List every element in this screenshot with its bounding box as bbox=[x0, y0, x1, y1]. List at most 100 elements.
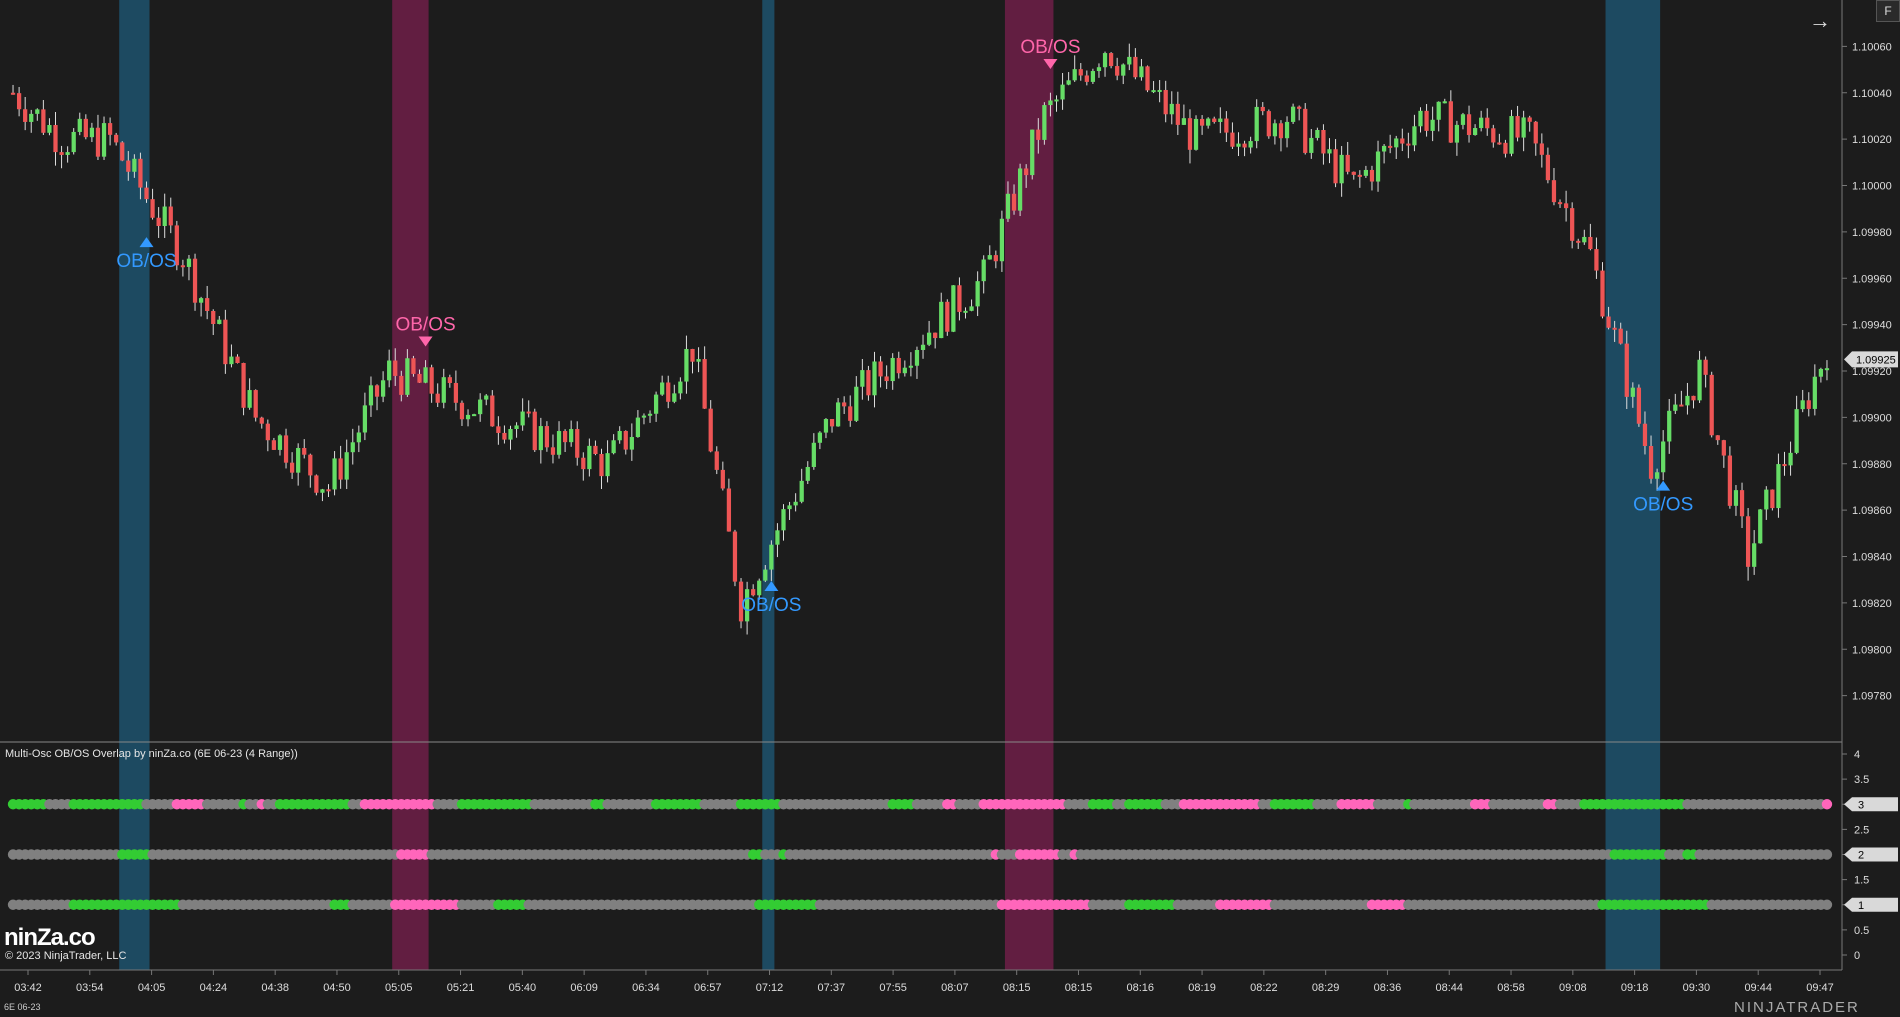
bear-candle bbox=[1242, 143, 1247, 148]
bear-candle bbox=[1624, 343, 1629, 397]
bear-candle bbox=[205, 298, 210, 311]
bear-candle bbox=[211, 310, 216, 324]
bear-candle bbox=[1036, 129, 1041, 140]
bull-candle bbox=[787, 505, 792, 510]
bull-candle bbox=[1479, 117, 1484, 129]
x-tick-label: 08:36 bbox=[1374, 982, 1402, 994]
bull-candle bbox=[1193, 118, 1199, 150]
bull-candle bbox=[769, 544, 774, 570]
bull-candle bbox=[1818, 368, 1824, 377]
bear-candle bbox=[253, 390, 258, 418]
bear-candle bbox=[1557, 202, 1563, 205]
bull-candle bbox=[1290, 106, 1296, 122]
bear-candle bbox=[1230, 132, 1235, 147]
bear-candle bbox=[1782, 464, 1787, 467]
osc-current-marker bbox=[1844, 847, 1898, 862]
bull-candle bbox=[1685, 395, 1690, 406]
bear-candle bbox=[241, 363, 246, 408]
bear-candle bbox=[708, 408, 713, 452]
bear-candle bbox=[1303, 108, 1308, 153]
x-tick-label: 08:19 bbox=[1188, 982, 1216, 994]
bull-candle bbox=[660, 382, 665, 395]
bear-candle bbox=[1345, 154, 1350, 172]
bull-candle bbox=[1812, 376, 1817, 409]
bull-candle bbox=[775, 530, 780, 545]
x-tick-label: 04:50 bbox=[323, 982, 351, 994]
bear-candle bbox=[957, 285, 962, 312]
bear-candle bbox=[338, 458, 343, 480]
bull-candle bbox=[1206, 118, 1211, 126]
bull-candle bbox=[320, 489, 325, 493]
bull-candle bbox=[914, 349, 920, 366]
bull-candle bbox=[641, 415, 647, 418]
bull-candle bbox=[77, 118, 82, 132]
down-triangle-icon bbox=[1043, 58, 1058, 69]
x-tick-label: 07:12 bbox=[756, 982, 784, 994]
bear-candle bbox=[259, 417, 264, 424]
bear-candle bbox=[1600, 270, 1605, 317]
bear-candle bbox=[447, 377, 452, 383]
bear-candle bbox=[550, 447, 556, 455]
bull-candle bbox=[672, 393, 677, 402]
bull-candle bbox=[1169, 103, 1174, 115]
bull-candle bbox=[793, 501, 798, 506]
bull-candle bbox=[908, 365, 914, 368]
bull-candle bbox=[1248, 141, 1253, 148]
f-button[interactable]: F bbox=[1876, 0, 1900, 22]
bear-candle bbox=[374, 385, 380, 397]
bull-candle bbox=[1442, 101, 1447, 104]
bear-candle bbox=[1606, 316, 1611, 328]
bear-candle bbox=[1727, 455, 1733, 506]
bull-candle bbox=[999, 218, 1005, 262]
bull-candle bbox=[65, 152, 70, 155]
bull-candle bbox=[1017, 168, 1023, 211]
bull-candle bbox=[1272, 123, 1278, 137]
obos-label: OB/OS bbox=[116, 251, 176, 272]
obos-label: OB/OS bbox=[1020, 37, 1080, 58]
bull-candle bbox=[1363, 169, 1369, 176]
osc-current-label: 3 bbox=[1858, 799, 1864, 811]
bull-candle bbox=[1752, 543, 1757, 567]
bull-candle bbox=[696, 359, 701, 362]
y-tick-label: 1.09960 bbox=[1852, 273, 1892, 285]
y-tick-label: 1.09940 bbox=[1852, 320, 1892, 332]
ninjatrader-brand: NINJATRADER bbox=[1734, 999, 1860, 1016]
bear-candle bbox=[95, 127, 101, 157]
bull-candle bbox=[387, 360, 392, 381]
highlight-band bbox=[762, 0, 775, 970]
x-tick-label: 08:22 bbox=[1250, 982, 1278, 994]
bull-candle bbox=[1764, 489, 1769, 510]
bear-candle bbox=[83, 118, 88, 138]
bull-candle bbox=[1800, 400, 1805, 410]
bear-candle bbox=[1551, 180, 1557, 203]
bull-candle bbox=[1236, 143, 1241, 147]
obos-label: OB/OS bbox=[1633, 495, 1693, 516]
y-tick-label: 1.10020 bbox=[1852, 134, 1892, 146]
bull-candle bbox=[1096, 67, 1102, 72]
bear-candle bbox=[732, 531, 738, 582]
bull-candle bbox=[872, 361, 877, 396]
bull-candle bbox=[1758, 509, 1763, 544]
x-tick-label: 08:07 bbox=[941, 982, 969, 994]
x-tick-label: 09:47 bbox=[1806, 982, 1834, 994]
bear-candle bbox=[1108, 53, 1114, 67]
y-tick-label: 1.09880 bbox=[1852, 459, 1892, 471]
bear-candle bbox=[1497, 142, 1502, 145]
bear-candle bbox=[1187, 118, 1193, 150]
bull-candle bbox=[356, 432, 361, 443]
bull-candle bbox=[587, 445, 592, 470]
bull-candle bbox=[1412, 126, 1417, 146]
bear-candle bbox=[599, 453, 604, 477]
arrow-right-icon[interactable]: → bbox=[1809, 8, 1831, 33]
bull-candle bbox=[763, 569, 768, 581]
bull-candle bbox=[1030, 129, 1035, 176]
bear-candle bbox=[1745, 516, 1751, 567]
x-tick-label: 06:57 bbox=[694, 982, 722, 994]
up-triangle-icon bbox=[1656, 480, 1671, 491]
instrument-label: 6E 06-23 bbox=[4, 1002, 41, 1012]
x-tick-label: 03:54 bbox=[76, 982, 104, 994]
bear-candle bbox=[544, 426, 550, 448]
bear-candle bbox=[1679, 404, 1684, 407]
bull-candle bbox=[860, 370, 865, 387]
